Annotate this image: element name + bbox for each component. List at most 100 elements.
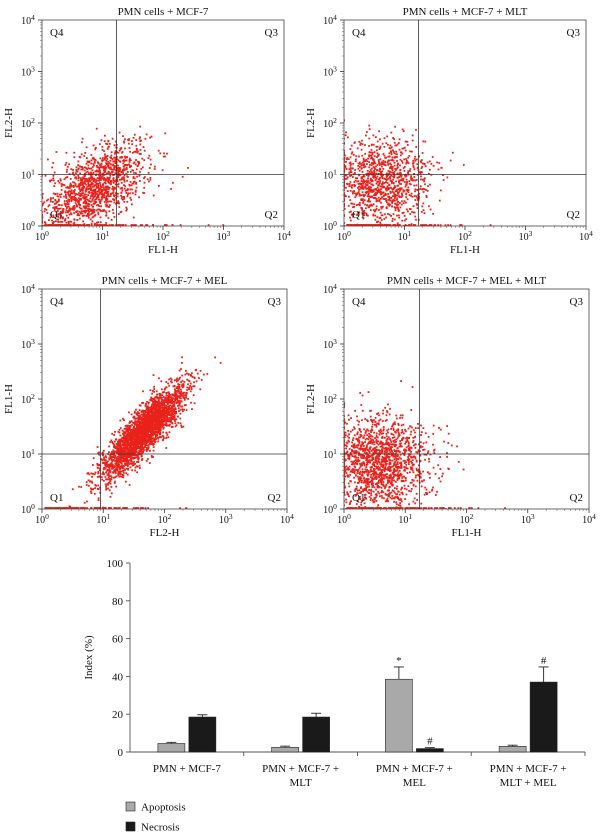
scatter-point [98, 185, 100, 187]
scatter-point [105, 457, 107, 459]
scatter-point [107, 161, 109, 163]
scatter-point [120, 473, 122, 475]
scatter-point [151, 136, 153, 138]
scatter-point [194, 402, 196, 404]
scatter-point [389, 184, 391, 186]
x-tick-label: 100 [35, 229, 49, 243]
scatter-point [109, 204, 111, 206]
scatter-point [415, 219, 417, 221]
scatter-point [378, 209, 380, 211]
scatter-point [165, 437, 167, 439]
scatter-point [387, 162, 389, 164]
scatter-point [369, 152, 371, 154]
scatter-point [121, 476, 123, 478]
scatter-point [351, 171, 353, 173]
scatter-point [180, 409, 182, 411]
scatter-point [125, 481, 127, 483]
scatter-point [345, 134, 347, 136]
scatter-point [443, 179, 445, 181]
scatter-point [396, 168, 398, 170]
scatter-point [126, 180, 128, 182]
scatter-point [65, 205, 67, 207]
x-tick-label: 102 [458, 229, 472, 243]
scatter-point [376, 149, 378, 151]
scatter-point [124, 138, 126, 140]
scatter-point [56, 151, 58, 153]
scatter-point [379, 222, 381, 224]
scatter-point [75, 176, 77, 178]
scatter-point [111, 151, 113, 153]
scatter-point [389, 167, 391, 169]
scatter-point [145, 138, 147, 140]
scatter-point [96, 166, 98, 168]
scatter-point [352, 206, 354, 208]
scatter-point [152, 390, 154, 392]
scatter-point [441, 167, 443, 169]
scatter-point [407, 144, 409, 146]
scatter-point [69, 214, 71, 216]
scatter-point [102, 189, 104, 191]
scatter-point [109, 160, 111, 162]
scatter-point [388, 160, 390, 162]
scatter-point [109, 441, 111, 443]
scatter-point [93, 180, 95, 182]
scatter-point [133, 217, 135, 219]
scatter-point [184, 374, 186, 376]
scatter-point [102, 197, 104, 199]
scatter-point [110, 183, 112, 185]
scatter-point [349, 185, 351, 187]
scatter-point [346, 158, 348, 160]
scatter-point [107, 165, 109, 167]
scatter-point [374, 167, 376, 169]
scatter-point [102, 184, 104, 186]
scatter-point [382, 198, 384, 200]
scatter-point [107, 148, 109, 150]
scatter-point [92, 464, 94, 466]
scatter-point [168, 392, 170, 394]
scatter-point [74, 219, 76, 221]
scatter-point [153, 388, 155, 390]
scatter-point [376, 170, 378, 172]
scatter-point [100, 189, 102, 191]
scatter-point [404, 181, 406, 183]
scatter-point [107, 488, 109, 490]
scatter-point [164, 133, 166, 135]
scatter-point [368, 180, 370, 182]
scatter-point [178, 385, 180, 387]
scatter-point [162, 421, 164, 423]
scatter-point [176, 400, 178, 402]
scatter-point [82, 177, 84, 179]
scatter-point [364, 194, 366, 196]
scatter-point [99, 201, 101, 203]
scatter-point [348, 158, 350, 160]
scatter-point [181, 385, 183, 387]
scatter-point [363, 159, 365, 161]
scatter-point [82, 192, 84, 194]
scatter-point [392, 172, 394, 174]
scatter-point [126, 168, 128, 170]
scatter-point [428, 205, 430, 207]
scatter-point [104, 155, 106, 157]
scatter-point [150, 177, 152, 179]
scatter-point [143, 159, 145, 161]
scatter-point [99, 143, 101, 145]
scatter-point [86, 186, 88, 188]
scatter-point [124, 181, 126, 183]
scatter-point [98, 452, 100, 454]
scatter-point [126, 175, 128, 177]
scatter-point [178, 390, 180, 392]
scatter-point [115, 476, 117, 478]
scatter-point [395, 151, 397, 153]
scatter-point [126, 468, 128, 470]
scatter-point [94, 194, 96, 196]
scatter-point [134, 463, 136, 465]
scatter-point [452, 152, 454, 154]
scatter-point [66, 171, 68, 173]
scatter-point [182, 408, 184, 410]
scatter-point [351, 153, 353, 155]
scatter-point [407, 157, 409, 159]
scatter-point [130, 189, 132, 191]
scatter-point [190, 390, 192, 392]
scatter-point [365, 166, 367, 168]
scatter-point [393, 138, 395, 140]
